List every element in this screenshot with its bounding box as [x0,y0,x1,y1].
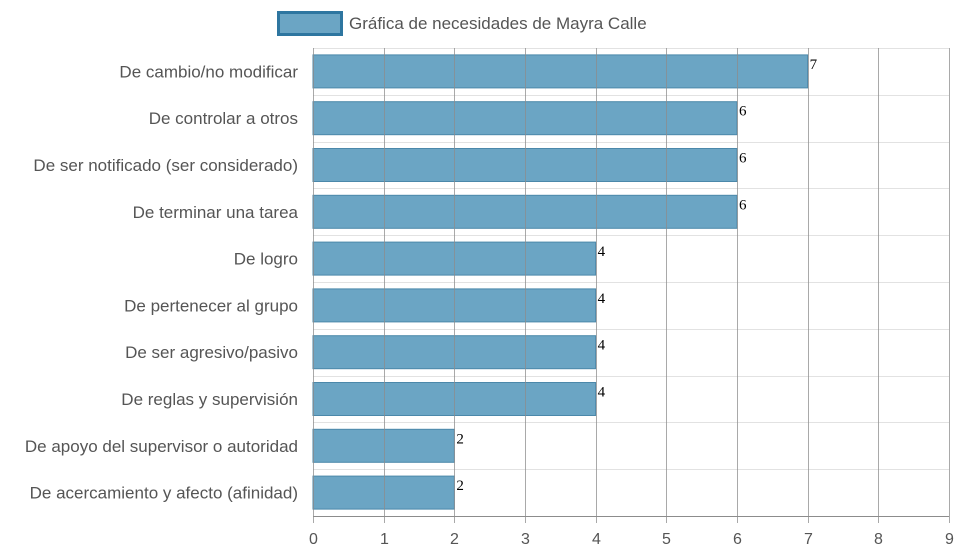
category-label: De terminar una tarea [133,203,299,222]
category-label: De apoyo del supervisor o autoridad [25,437,298,456]
data-label: 7 [810,57,818,73]
data-label: 6 [739,104,747,120]
data-label: 4 [598,385,606,401]
category-label: De logro [234,250,298,269]
x-tick-label: 2 [450,531,459,548]
category-label: De pertenecer al grupo [124,296,298,315]
bar[interactable] [312,428,455,463]
legend-label: Gráfica de necesidades de Mayra Calle [349,14,647,33]
category-label: De cambio/no modificar [119,62,298,81]
category-label: De ser agresivo/pasivo [125,343,298,362]
data-label: 2 [456,431,464,447]
data-label: 4 [598,338,606,354]
category-label: De controlar a otros [149,109,298,128]
x-tick-label: 3 [521,531,530,548]
data-label: 4 [598,244,606,260]
bar[interactable] [312,475,455,510]
axes: De cambio/no modificar De controlar a otr… [25,48,954,548]
x-tick-label: 1 [380,531,389,548]
x-tick-label: 0 [309,531,318,548]
data-label: 4 [598,291,606,307]
data-label: 6 [739,197,747,213]
category-label: De acercamiento y afecto (afinidad) [30,484,298,503]
x-tick-label: 5 [662,531,671,548]
x-tick-label: 6 [733,531,742,548]
x-tick-label: 4 [592,531,601,548]
x-tick-label: 9 [945,531,954,548]
data-label: 6 [739,151,747,167]
legend-swatch [277,11,343,36]
category-label: De ser notificado (ser considerado) [33,156,298,175]
bar[interactable] [312,54,809,89]
x-tick-label: 7 [804,531,813,548]
data-label: 2 [456,478,464,494]
x-tick-label: 8 [874,531,883,548]
chart-legend[interactable]: Gráfica de necesidades de Mayra Calle [277,11,647,36]
category-label: De reglas y supervisión [121,390,298,409]
